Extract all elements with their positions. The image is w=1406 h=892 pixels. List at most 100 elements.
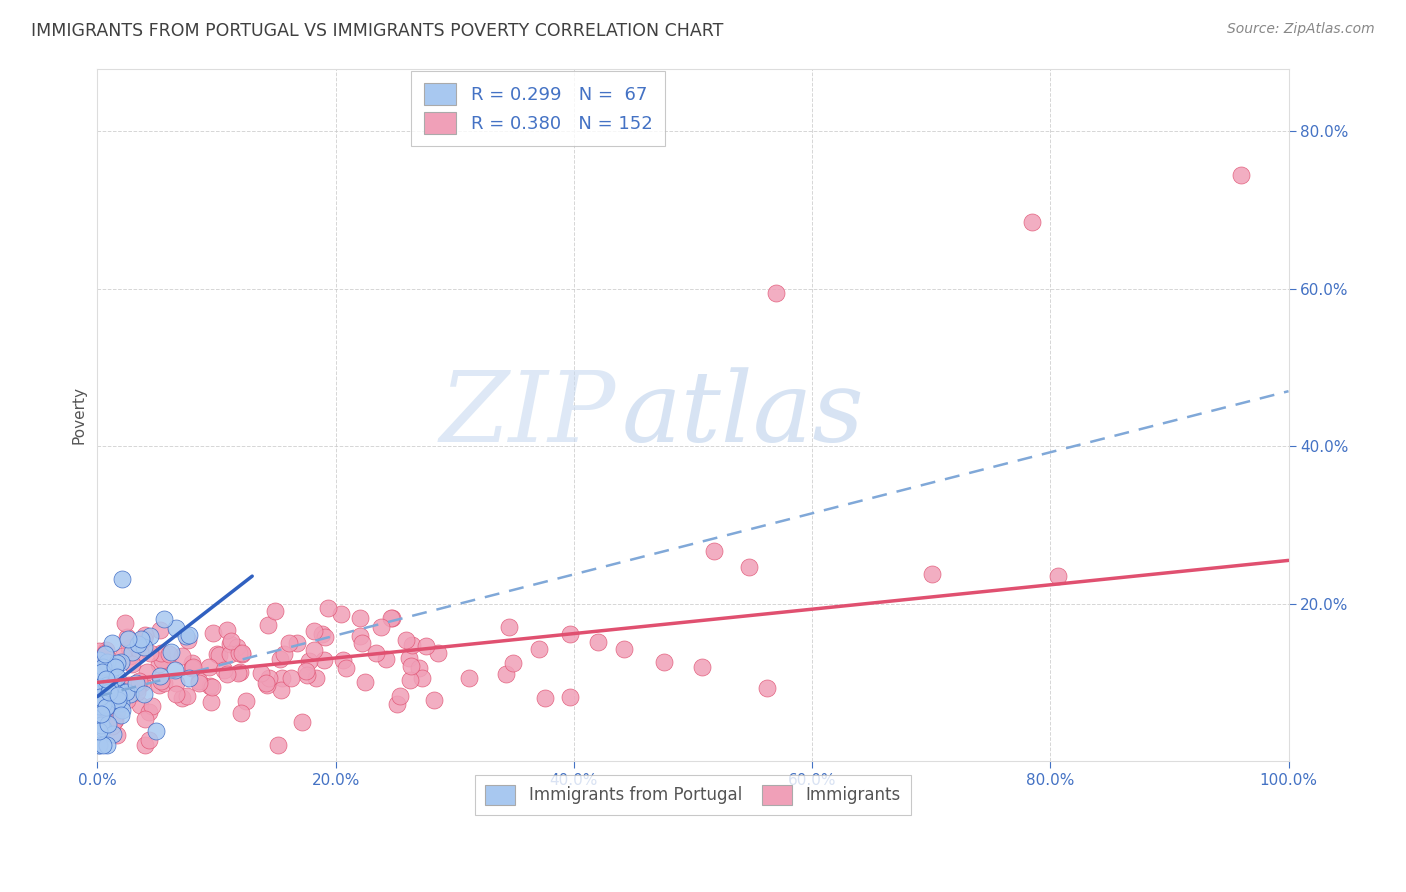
Point — [87, 651, 110, 665]
Point — [558, 627, 581, 641]
Point — [111, 649, 134, 664]
Point — [128, 698, 150, 712]
Point — [395, 633, 418, 648]
Point — [129, 632, 152, 646]
Point — [231, 647, 253, 661]
Point — [134, 739, 156, 753]
Point — [100, 692, 122, 706]
Point — [498, 620, 520, 634]
Point — [280, 671, 302, 685]
Point — [91, 659, 114, 673]
Point — [105, 687, 128, 701]
Point — [98, 681, 121, 695]
Point — [139, 629, 162, 643]
Point — [165, 687, 187, 701]
Point — [121, 657, 143, 672]
Point — [157, 647, 180, 661]
Point — [87, 697, 110, 711]
Point — [104, 713, 127, 727]
Point — [117, 632, 139, 646]
Point — [502, 656, 524, 670]
Point — [98, 666, 121, 681]
Point — [257, 618, 280, 632]
Point — [125, 675, 148, 690]
Point — [256, 678, 278, 692]
Point — [273, 647, 295, 661]
Point — [114, 615, 136, 630]
Point — [259, 671, 281, 685]
Point — [285, 635, 308, 649]
Point — [127, 685, 149, 699]
Point — [149, 646, 172, 660]
Point — [90, 708, 112, 723]
Point — [350, 636, 373, 650]
Point — [228, 646, 250, 660]
Text: ZIP: ZIP — [439, 368, 616, 462]
Point — [380, 611, 402, 625]
Point — [160, 645, 183, 659]
Point — [335, 661, 357, 675]
Point — [114, 685, 136, 699]
Point — [366, 646, 388, 660]
Point — [96, 656, 118, 670]
Point — [105, 670, 128, 684]
Point — [217, 667, 239, 681]
Point — [104, 660, 127, 674]
Point — [91, 690, 114, 705]
Point — [316, 601, 339, 615]
Point — [212, 663, 235, 677]
Point — [270, 683, 292, 698]
Point — [267, 739, 290, 753]
Point — [177, 628, 200, 642]
Point — [91, 665, 114, 679]
Point — [374, 652, 396, 666]
Point — [231, 646, 253, 660]
Point — [111, 703, 134, 717]
Point — [87, 724, 110, 739]
Point — [269, 652, 291, 666]
Point — [90, 695, 112, 709]
Point — [219, 647, 242, 661]
Point — [652, 655, 675, 669]
Point — [235, 693, 257, 707]
Point — [187, 674, 209, 689]
Point — [690, 660, 713, 674]
Point — [87, 653, 110, 667]
Point — [138, 733, 160, 747]
Point — [398, 650, 420, 665]
Point — [136, 665, 159, 679]
Point — [110, 655, 132, 669]
Point — [174, 629, 197, 643]
Point — [756, 681, 779, 696]
Point — [131, 676, 153, 690]
Point — [277, 636, 299, 650]
Point — [411, 671, 433, 685]
Point — [1021, 215, 1043, 229]
Point — [96, 675, 118, 690]
Point — [765, 285, 787, 300]
Point — [98, 687, 121, 701]
Point — [101, 678, 124, 692]
Point — [134, 712, 156, 726]
Point — [110, 696, 132, 710]
Point — [87, 698, 110, 713]
Point — [149, 674, 172, 689]
Point — [198, 660, 221, 674]
Point — [121, 645, 143, 659]
Point — [177, 633, 200, 648]
Point — [117, 641, 139, 656]
Point — [170, 649, 193, 664]
Point — [128, 645, 150, 659]
Point — [254, 676, 277, 690]
Point — [127, 680, 149, 694]
Point — [205, 647, 228, 661]
Point — [401, 638, 423, 652]
Point — [104, 707, 127, 722]
Point — [87, 644, 110, 658]
Point — [105, 705, 128, 719]
Point — [217, 623, 239, 637]
Point — [90, 707, 112, 722]
Point — [179, 671, 201, 685]
Point — [201, 680, 224, 694]
Point — [94, 642, 117, 657]
